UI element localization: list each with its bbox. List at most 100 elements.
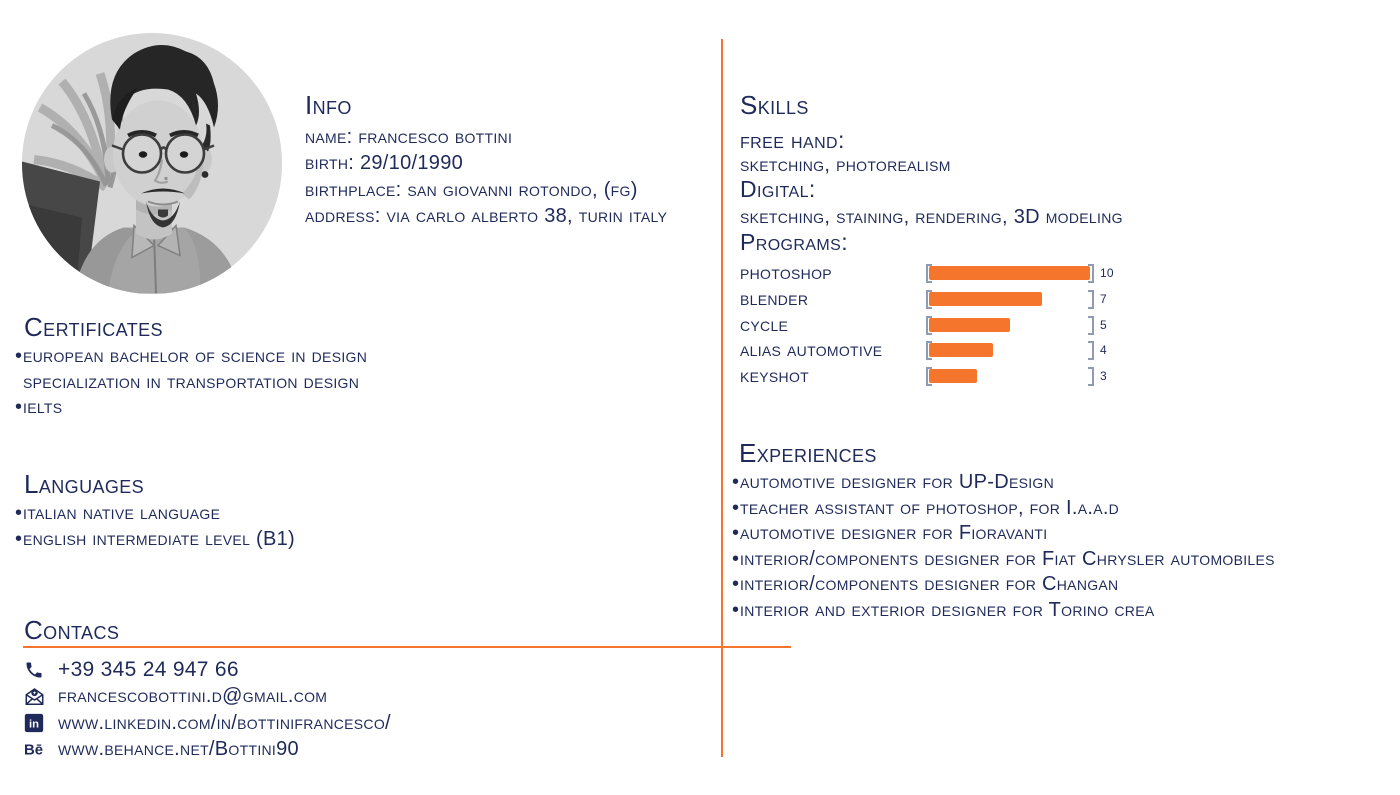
info-lines: name: francesco bottini birth: 29/10/1990… (305, 124, 667, 230)
experience-item: • interior and exterior designer for Tori… (732, 598, 1275, 624)
bullet: • (732, 471, 740, 493)
program-row: alias automotive 4 (740, 338, 1170, 364)
digital-value: sketching, staining, rendering, 3D model… (740, 206, 1123, 228)
contact-email[interactable]: francescobottini.d@gmail.com (24, 684, 391, 711)
program-bar-fill (929, 291, 1042, 306)
contact-text: www.behance.net/Bottini90 (58, 738, 299, 761)
experiences-title: Experiences (739, 438, 877, 468)
certificate-item: specialization in transportation design (15, 370, 367, 396)
languages-title: Languages (24, 469, 145, 499)
phone-icon (24, 660, 58, 680)
bar-bracket-right (1088, 264, 1094, 283)
bullet: • (732, 598, 740, 621)
bar-bracket-left (926, 289, 932, 309)
bar-bracket-right (1088, 315, 1094, 335)
behance-icon: Bē (24, 739, 58, 760)
experience-item: • interior/components designer for Fiat C… (732, 547, 1275, 573)
experience-item-text: interior and exterior designer for Torin… (740, 598, 1155, 621)
certificates-title: Certificates (24, 312, 163, 342)
experiences-list: • automotive designer for UP-Design • teach… (732, 470, 1275, 624)
digital-label: Digital: (740, 176, 816, 202)
email-icon (24, 686, 58, 707)
language-item: • italian native language (15, 501, 295, 527)
contacts-title: Contacs (24, 615, 120, 645)
vertical-divider-line (721, 39, 723, 757)
contacts-list: +39 345 24 947 66 francescobottini.d@gmai… (24, 657, 391, 763)
program-row: photoshop 10 (740, 261, 1170, 287)
linkedin-icon: in (24, 713, 58, 733)
program-value: 3 (1100, 369, 1107, 384)
programs-bar-chart: photoshop 10 blender 7 cycle 5 alias automotiv… (740, 261, 1170, 390)
experience-item: • automotive designer for Fioravanti (732, 521, 1275, 547)
program-row: blender 7 (740, 287, 1170, 313)
program-bar-track (926, 289, 1094, 309)
program-bar-fill (929, 343, 993, 358)
bar-bracket-left (926, 367, 932, 387)
certificate-item-text: european bachelor of science in design (23, 345, 368, 367)
bar-bracket-left (926, 341, 932, 361)
program-row: cycle 5 (740, 313, 1170, 339)
certificate-item: • european bachelor of science in design (15, 344, 367, 370)
contact-text: www.linkedin.com/in/bottinifrancesco/ (58, 711, 391, 734)
program-bar-track (926, 341, 1094, 361)
contact-text: francescobottini.d@gmail.com (58, 685, 328, 708)
program-bar-track (926, 264, 1094, 283)
experience-item: • interior/components designer for Changa… (732, 572, 1275, 598)
experience-item-text: automotive designer for UP-Design (740, 471, 1055, 493)
bar-bracket-right (1088, 289, 1094, 309)
experience-item: • teacher assistant of photoshop, for I.a… (732, 496, 1275, 522)
contacts-underline (23, 646, 791, 648)
certificates-list: • european bachelor of science in design s… (15, 344, 367, 421)
experience-item-text: interior/components designer for Changan (740, 573, 1119, 596)
bullet: • (732, 547, 740, 570)
program-value: 5 (1100, 317, 1107, 332)
portrait-photo (22, 33, 282, 294)
bullet: • (15, 502, 23, 524)
bullet: • (15, 396, 23, 419)
program-value: 4 (1100, 343, 1107, 358)
contact-linkedin[interactable]: in www.linkedin.com/in/bottinifrancesco/ (24, 710, 391, 737)
info-line: birth: 29/10/1990 (305, 152, 464, 175)
experience-item-text: automotive designer for Fioravanti (740, 522, 1048, 545)
bar-bracket-left (926, 264, 932, 283)
bullet: • (15, 345, 23, 367)
programs-label: Programs: (740, 229, 849, 255)
svg-text:Bē: Bē (24, 742, 43, 759)
languages-list: • italian native language • english interme… (15, 501, 295, 552)
free-hand-label: free hand: (740, 127, 845, 153)
program-label: keyshot (740, 365, 810, 388)
certificate-item-text: ielts (23, 396, 63, 419)
bar-bracket-right (1088, 341, 1094, 361)
contact-phone[interactable]: +39 345 24 947 66 (24, 657, 391, 684)
contact-behance[interactable]: Bē www.behance.net/Bottini90 (24, 737, 391, 764)
program-bar-track (926, 367, 1094, 387)
program-row: keyshot 3 (740, 364, 1170, 390)
program-label: alias automotive (740, 339, 883, 362)
portrait-illustration (22, 33, 282, 294)
language-item: • english intermediate level (B1) (15, 527, 295, 553)
program-label: blender (740, 287, 809, 310)
language-item-text: italian native language (23, 502, 221, 524)
program-label: photoshop (740, 262, 832, 284)
bar-bracket-left (926, 315, 932, 335)
experience-item: • automotive designer for UP-Design (732, 470, 1275, 496)
experience-item-text: interior/components designer for Fiat Ch… (740, 547, 1275, 570)
bullet: • (732, 496, 740, 519)
skills-title: Skills (740, 90, 809, 120)
program-bar-track (926, 315, 1094, 335)
free-hand-value: sketching, photorealism (740, 154, 951, 176)
bullet: • (732, 573, 740, 596)
program-value: 7 (1100, 291, 1107, 306)
program-bar-fill (929, 266, 1090, 280)
program-label: cycle (740, 313, 789, 336)
certificate-item-text: specialization in transportation design (23, 370, 360, 393)
bullet: • (15, 527, 23, 550)
svg-text:in: in (29, 719, 39, 731)
program-bar-fill (929, 369, 977, 384)
certificate-item: • ielts (15, 395, 367, 421)
info-line: address: via carlo alberto 38, turin ita… (305, 205, 668, 228)
language-item-text: english intermediate level (B1) (23, 527, 295, 550)
contact-text: +39 345 24 947 66 (58, 658, 239, 682)
program-bar-fill (929, 317, 1010, 332)
